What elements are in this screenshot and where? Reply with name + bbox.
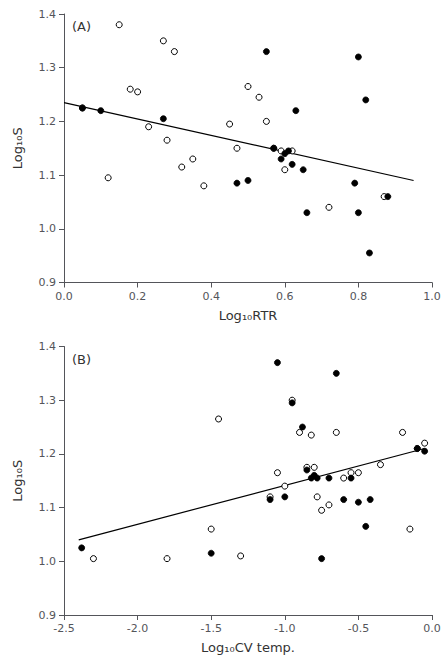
svg-text:1.0: 1.0	[423, 290, 441, 303]
svg-text:-2.0: -2.0	[127, 622, 148, 635]
svg-text:Log₁₀CV temp.: Log₁₀CV temp.	[201, 640, 295, 655]
svg-text:-0.5: -0.5	[348, 622, 369, 635]
svg-text:1.0: 1.0	[39, 222, 57, 235]
svg-text:-2.5: -2.5	[53, 622, 74, 635]
svg-text:1.4: 1.4	[39, 8, 57, 21]
svg-text:1.2: 1.2	[39, 115, 57, 128]
svg-text:(A): (A)	[72, 19, 91, 34]
svg-text:0.4: 0.4	[202, 290, 220, 303]
svg-text:0.6: 0.6	[276, 290, 294, 303]
svg-text:1.3: 1.3	[39, 61, 57, 74]
svg-text:1.1: 1.1	[39, 169, 57, 182]
svg-text:1.4: 1.4	[39, 340, 57, 353]
svg-text:1.3: 1.3	[39, 394, 57, 407]
svg-text:Log₁₀RTR: Log₁₀RTR	[219, 308, 278, 323]
svg-text:(B): (B)	[72, 352, 91, 367]
svg-text:0.8: 0.8	[350, 290, 368, 303]
svg-text:0.0: 0.0	[423, 622, 441, 635]
svg-text:-1.5: -1.5	[200, 622, 221, 635]
svg-text:Log₁₀S: Log₁₀S	[10, 460, 25, 502]
svg-text:0.9: 0.9	[39, 276, 57, 289]
svg-text:0.9: 0.9	[39, 609, 57, 622]
svg-text:0.2: 0.2	[129, 290, 147, 303]
svg-text:1.1: 1.1	[39, 501, 57, 514]
svg-text:-1.0: -1.0	[274, 622, 295, 635]
svg-text:Log₁₀S: Log₁₀S	[10, 127, 25, 169]
svg-text:1.0: 1.0	[39, 555, 57, 568]
svg-text:0.0: 0.0	[55, 290, 73, 303]
svg-text:1.2: 1.2	[39, 447, 57, 460]
